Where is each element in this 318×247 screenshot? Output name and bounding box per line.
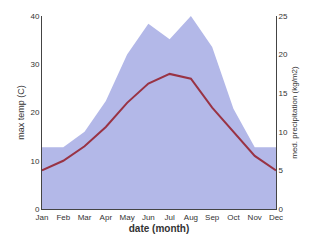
- svg-text:Nov: Nov: [248, 213, 262, 222]
- svg-text:med. precipitation (kg/m2): med. precipitation (kg/m2): [290, 66, 299, 159]
- svg-text:Feb: Feb: [56, 213, 70, 222]
- svg-text:Oct: Oct: [227, 213, 240, 222]
- svg-text:max temp (C): max temp (C): [16, 85, 26, 140]
- svg-text:Aug: Aug: [184, 213, 198, 222]
- svg-text:Apr: Apr: [100, 213, 113, 222]
- svg-text:40: 40: [30, 12, 39, 21]
- svg-text:Jun: Jun: [142, 213, 155, 222]
- svg-text:20: 20: [30, 108, 39, 117]
- svg-text:25: 25: [279, 12, 288, 21]
- svg-text:Mar: Mar: [78, 213, 92, 222]
- svg-text:5: 5: [279, 166, 284, 175]
- svg-text:10: 10: [279, 128, 288, 137]
- svg-text:Dec: Dec: [269, 213, 283, 222]
- svg-text:date (month): date (month): [129, 223, 190, 234]
- svg-text:Jul: Jul: [165, 213, 175, 222]
- svg-text:30: 30: [30, 60, 39, 69]
- svg-text:0: 0: [35, 205, 40, 214]
- svg-text:20: 20: [279, 50, 288, 59]
- svg-text:0: 0: [279, 205, 284, 214]
- svg-text:Jan: Jan: [36, 213, 49, 222]
- svg-text:Sep: Sep: [205, 213, 220, 222]
- svg-text:10: 10: [30, 157, 39, 166]
- svg-text:May: May: [120, 213, 135, 222]
- svg-text:15: 15: [279, 89, 288, 98]
